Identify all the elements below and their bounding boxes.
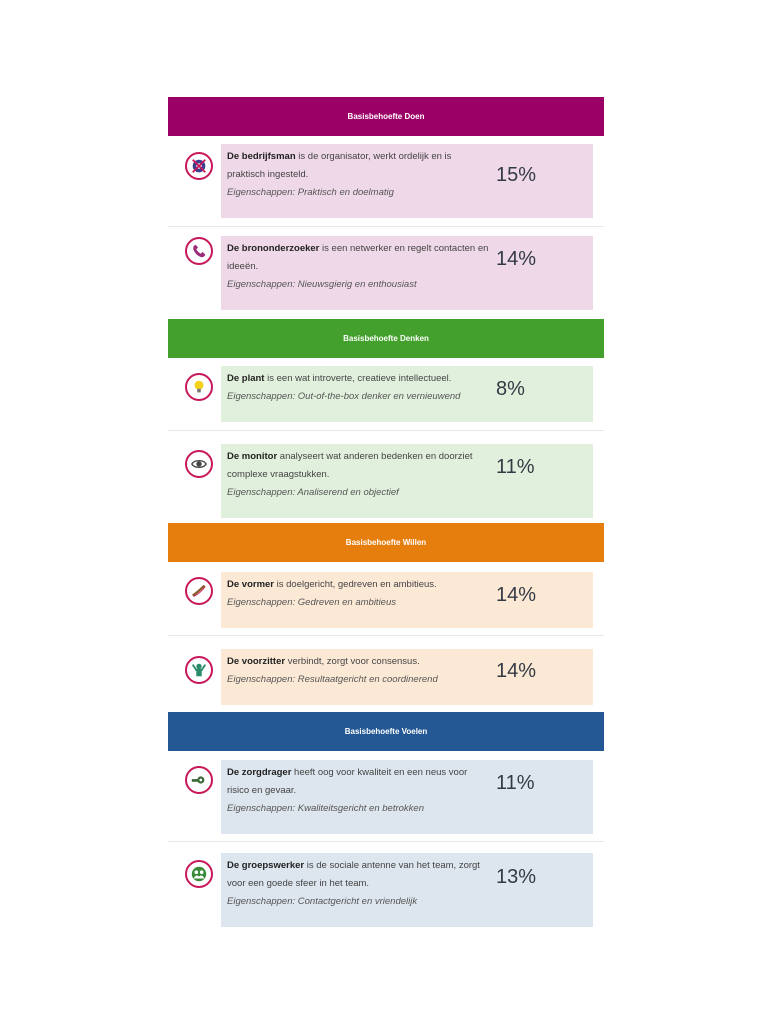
section-header-doen: Basisbehoefte Doen: [168, 97, 604, 136]
role-card: De bedrijfsman is de organisator, werkt …: [221, 144, 593, 218]
role-properties: Eigenschappen: Out-of-the-box denker en …: [227, 391, 461, 402]
magnifier-eye-icon: [185, 766, 213, 794]
role-percentage: 13%: [496, 866, 537, 888]
telephone-icon: [185, 237, 213, 265]
role-description: is de sociale antenne van het team, zorg…: [227, 860, 480, 889]
role-description: is een netwerker en regelt contacten en …: [227, 243, 489, 272]
role-percentage: 8%: [496, 378, 525, 400]
role-row-vormer: De vormer is doelgericht, gedreven en am…: [168, 562, 604, 636]
section-title: Basisbehoefte Willen: [345, 538, 427, 547]
role-percentage: 15%: [496, 164, 537, 186]
role-percentage: 14%: [496, 584, 537, 606]
section-title: Basisbehoefte Voelen: [344, 727, 428, 736]
role-percentage: 11%: [496, 456, 535, 478]
section-title: Basisbehoefte Denken: [343, 334, 429, 343]
role-percentage: 14%: [496, 248, 537, 270]
lightbulb-icon: [185, 373, 213, 401]
role-card: De brononderzoeker is een netwerker en r…: [221, 236, 593, 310]
role-row-plant: De plant is een wat introverte, creatiev…: [168, 358, 604, 431]
role-percentage: 14%: [496, 660, 537, 682]
role-properties: Eigenschappen: Analiserend en objectief: [227, 487, 399, 498]
role-row-zorgdrager: De zorgdrager heeft oog voor kwaliteit e…: [168, 751, 604, 842]
role-name: De groepswerker: [227, 860, 305, 871]
horn-icon: [185, 577, 213, 605]
gear-tools-icon: [185, 152, 213, 180]
role-properties: Eigenschappen: Contactgericht en vriende…: [227, 896, 418, 907]
role-description: is de organisator, werkt ordelijk en is …: [227, 151, 452, 180]
eye-icon: [185, 450, 213, 478]
role-description: is een wat introverte, creatieve intelle…: [264, 373, 452, 384]
role-name: De zorgdrager: [227, 767, 292, 778]
role-row-brononderzoeker: De brononderzoeker is een netwerker en r…: [168, 227, 604, 319]
team-roles-table: Basisbehoefte Doen De bedrijfsman is de …: [168, 97, 604, 934]
role-properties: Eigenschappen: Kwaliteitsgericht en betr…: [227, 803, 424, 814]
role-properties: Eigenschappen: Nieuwsgierig en enthousia…: [227, 279, 417, 290]
person-arms-raised-icon: [185, 656, 213, 684]
role-row-groepswerker: De groepswerker is de sociale antenne va…: [168, 842, 604, 934]
section-title: Basisbehoefte Doen: [347, 112, 425, 121]
role-card: De groepswerker is de sociale antenne va…: [221, 853, 593, 927]
role-properties: Eigenschappen: Resultaatgericht en coord…: [227, 674, 438, 685]
role-properties: Eigenschappen: Praktisch en doelmatig: [227, 187, 394, 198]
role-percentage: 11%: [496, 772, 535, 794]
role-description: is doelgericht, gedreven en ambitieus.: [274, 579, 437, 590]
role-description: heeft oog voor kwaliteit en een neus voo…: [227, 767, 468, 796]
role-name: De voorzitter: [227, 656, 286, 667]
role-description: verbindt, zorgt voor consensus.: [285, 656, 420, 667]
role-name: De bedrijfsman: [227, 151, 296, 162]
section-header-denken: Basisbehoefte Denken: [168, 319, 604, 358]
group-people-icon: [185, 860, 213, 888]
section-header-willen: Basisbehoefte Willen: [168, 523, 604, 562]
role-name: De plant: [227, 373, 265, 384]
section-header-voelen: Basisbehoefte Voelen: [168, 712, 604, 751]
role-row-voorzitter: De voorzitter verbindt, zorgt voor conse…: [168, 636, 604, 712]
role-row-bedrijfsman: De bedrijfsman is de organisator, werkt …: [168, 136, 604, 227]
role-properties: Eigenschappen: Gedreven en ambitieus: [227, 597, 397, 608]
role-description: analyseert wat anderen bedenken en doorz…: [227, 451, 473, 480]
role-card: De voorzitter verbindt, zorgt voor conse…: [221, 649, 593, 705]
role-row-monitor: De monitor analyseert wat anderen bedenk…: [168, 431, 604, 523]
role-card: De zorgdrager heeft oog voor kwaliteit e…: [221, 760, 593, 834]
role-card: De monitor analyseert wat anderen bedenk…: [221, 444, 593, 518]
role-card: De vormer is doelgericht, gedreven en am…: [221, 572, 593, 628]
role-card: De plant is een wat introverte, creatiev…: [221, 366, 593, 422]
role-name: De monitor: [227, 451, 278, 462]
role-name: De vormer: [227, 579, 274, 590]
role-name: De brononderzoeker: [227, 243, 320, 254]
